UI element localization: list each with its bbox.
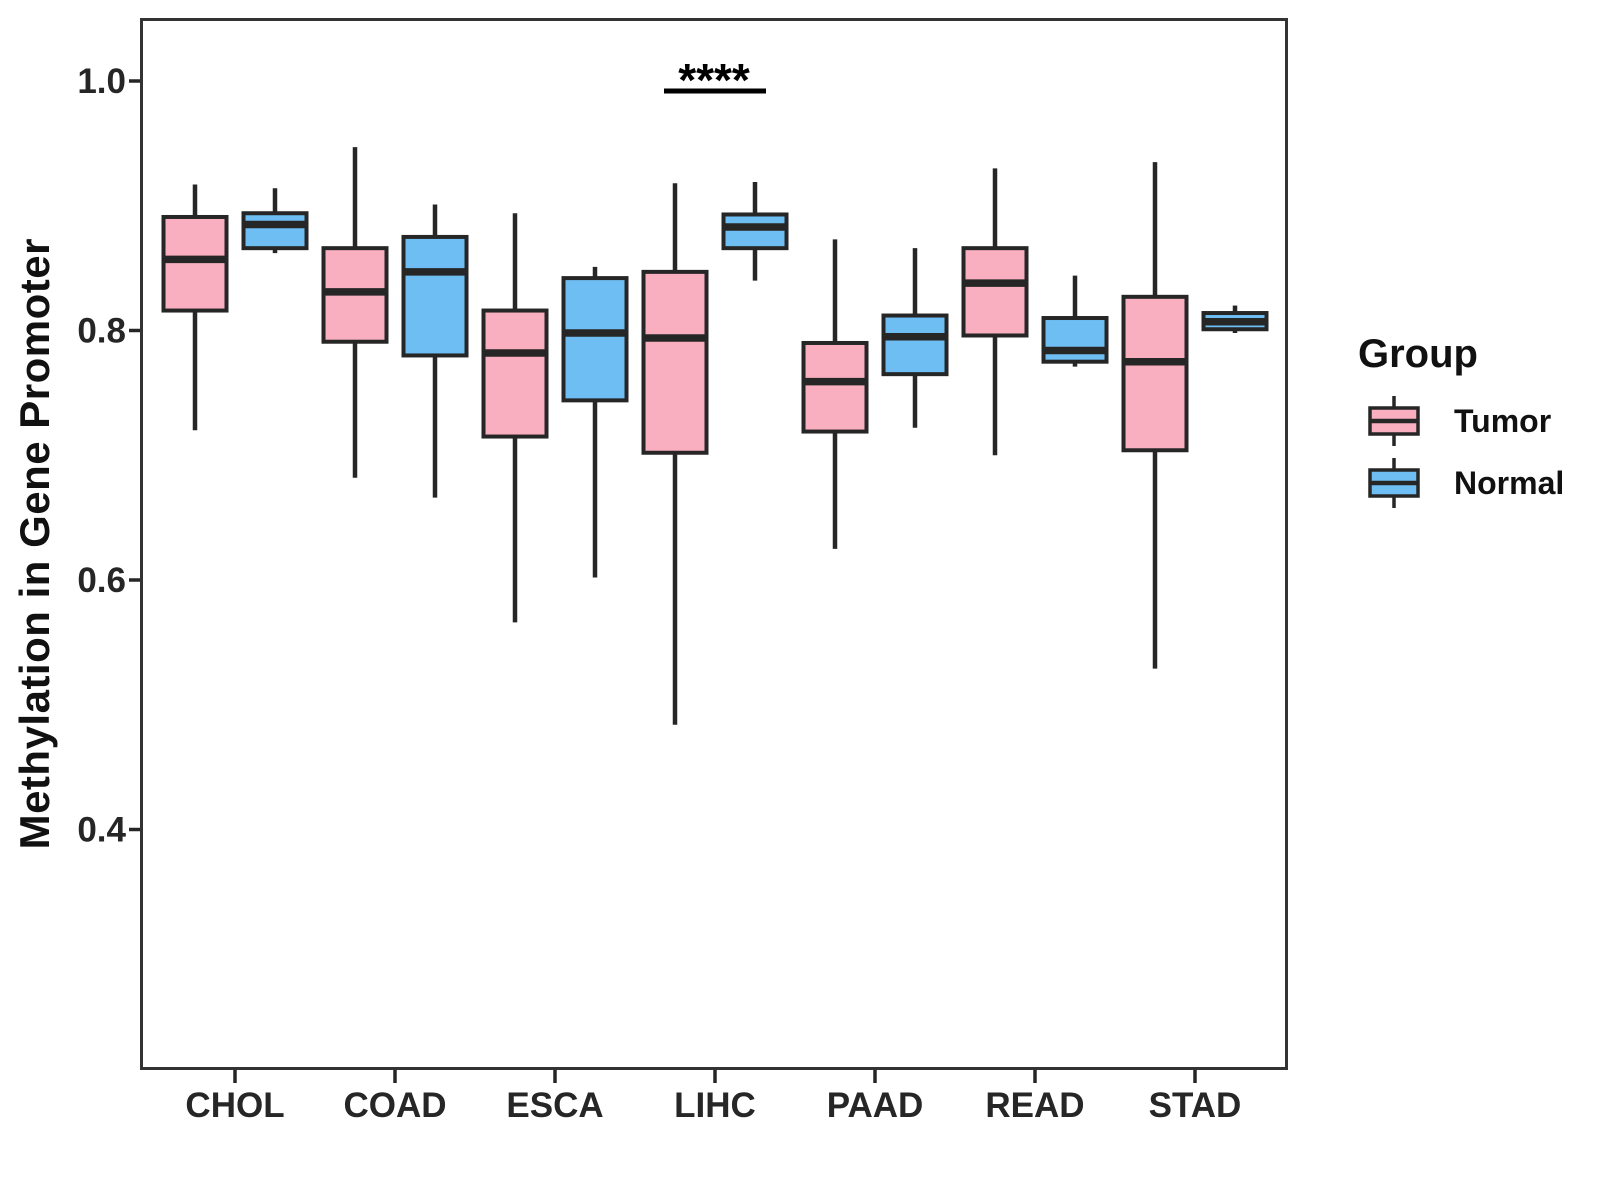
box-read-normal-iqr	[1041, 316, 1109, 364]
box-chol-normal-iqr	[241, 211, 309, 251]
legend-title: Group	[1358, 332, 1478, 376]
y-axis-tick-label: 0.4	[77, 811, 126, 850]
box-lihc-normal-iqr	[721, 212, 789, 251]
y-axis-title-text: Methylation in Gene Promoter	[11, 238, 58, 850]
box-stad-tumor-iqr	[1121, 294, 1189, 453]
x-axis-label-chol: CHOL	[185, 1086, 284, 1125]
x-axis-label-coad: COAD	[343, 1086, 446, 1125]
significance-stars: ****	[678, 54, 750, 106]
box-esca-normal-iqr	[561, 276, 629, 403]
box-lihc-tumor-iqr	[641, 269, 709, 455]
legend-item-normal: Normal	[1366, 455, 1592, 511]
legend-label-normal: Normal	[1454, 464, 1565, 501]
legend-item-tumor: Tumor	[1366, 393, 1592, 449]
box-read-tumor-iqr	[961, 246, 1029, 338]
y-axis-tick-label: 0.6	[77, 561, 126, 600]
box-paad-tumor-iqr	[801, 340, 869, 434]
y-axis-tick-label: 0.8	[77, 312, 126, 351]
box-coad-normal-iqr	[401, 234, 469, 358]
x-axis-label-lihc: LIHC	[674, 1086, 756, 1125]
box-esca-tumor-iqr	[481, 308, 549, 439]
x-axis-label-esca: ESCA	[506, 1086, 603, 1125]
legend: Group Tumor Normal	[1322, 332, 1592, 517]
x-axis-label-stad: STAD	[1149, 1086, 1242, 1125]
box-paad-normal-iqr	[881, 313, 949, 377]
normal-boxplot-glyph-icon	[1368, 458, 1420, 508]
y-axis-title: Methylation in Gene Promoter	[6, 18, 64, 1070]
x-axis-label-read: READ	[985, 1086, 1084, 1125]
box-chol-tumor-iqr	[161, 214, 229, 313]
tumor-boxplot-glyph-icon	[1368, 396, 1420, 446]
x-axis-label-paad: PAAD	[827, 1086, 924, 1125]
plot-panel-border	[140, 18, 1288, 1070]
y-axis-tick-label: 1.0	[77, 62, 126, 101]
legend-label-tumor: Tumor	[1454, 402, 1552, 439]
